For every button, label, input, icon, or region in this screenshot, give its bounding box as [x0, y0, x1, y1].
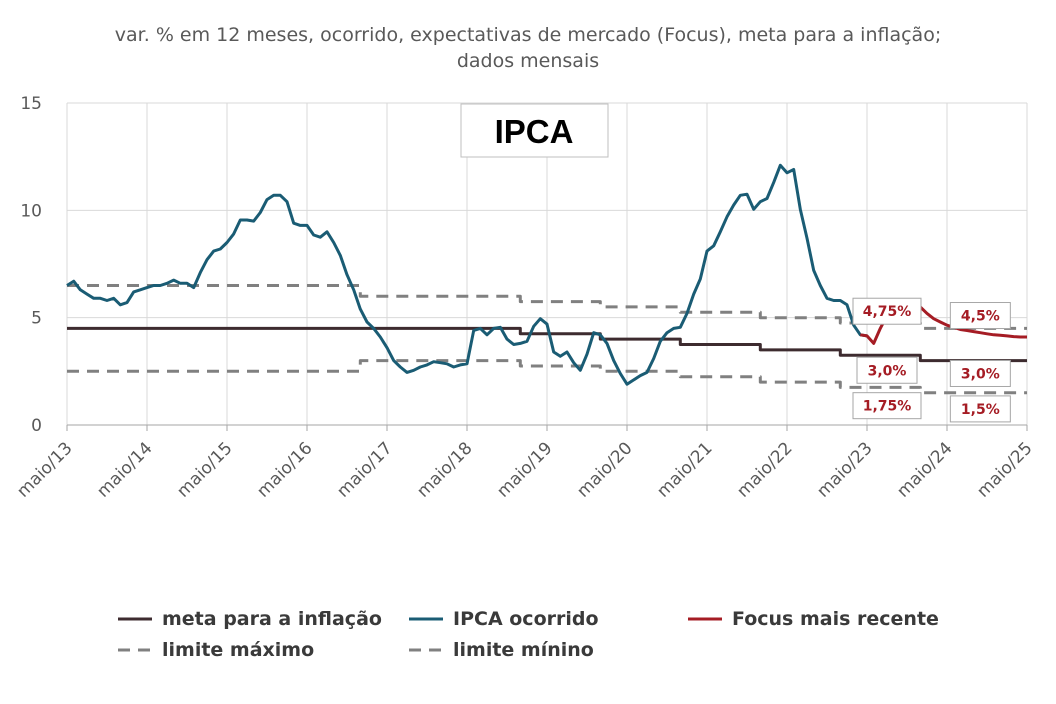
x-tick-label: maio/20	[573, 438, 636, 501]
series-meta	[67, 326, 1027, 363]
series-limite-minimo	[67, 359, 1027, 395]
x-tick-label: maio/18	[413, 438, 476, 501]
y-tick-label: 15	[20, 94, 42, 114]
annotation-box	[949, 302, 1011, 330]
chart-title-box: IPCA	[460, 103, 609, 158]
legend-label-min: limite mínino	[453, 639, 594, 661]
annotation-label: 3,0%	[961, 366, 1000, 382]
legend-item-max: limite máximo	[118, 636, 314, 664]
series-ipca	[66, 163, 868, 386]
x-tick-label: maio/25	[973, 438, 1036, 501]
legend-label-meta: meta para a inflação	[162, 608, 382, 630]
x-tick-label: maio/19	[493, 438, 556, 501]
legend-item-ipca: IPCA ocorrido	[409, 605, 599, 633]
x-tick-label: maio/16	[253, 438, 316, 501]
x-tick-label: maio/24	[893, 438, 956, 501]
annotation-box	[949, 395, 1011, 423]
annotation-box	[856, 356, 918, 384]
legend-swatch-meta	[118, 617, 152, 621]
annotation-label: 4,5%	[961, 309, 1000, 325]
legend-label-max: limite máximo	[162, 639, 315, 661]
annotation-label: 1,5%	[961, 402, 1000, 418]
legend-item-min: limite mínino	[409, 636, 594, 664]
x-tick-label: maio/13	[13, 438, 76, 501]
subtitle-line-2: dados mensais	[456, 50, 600, 72]
x-tick-label: maio/15	[173, 438, 236, 501]
y-tick-label: 10	[20, 201, 42, 221]
chart-subtitle: var. % em 12 meses, ocorrido, expectativ…	[0, 22, 1056, 74]
legend-swatch-ipca	[409, 617, 443, 621]
annotation-label: 1,75%	[863, 399, 912, 415]
annotation-box	[949, 359, 1011, 387]
legend-label-ipca: IPCA ocorrido	[453, 608, 599, 630]
x-tick-label: maio/21	[653, 438, 716, 501]
y-axis-ticks: 0 5 10 15	[20, 94, 42, 436]
x-tick-label: maio/14	[93, 438, 156, 501]
annotation-label: 4,75%	[863, 304, 912, 320]
x-tick-label: maio/17	[333, 438, 396, 501]
legend-item-focus: Focus mais recente	[688, 605, 939, 633]
annotation-box	[852, 392, 922, 420]
chart-legend: meta para a inflação IPCA ocorrido Focus…	[118, 605, 1018, 665]
y-tick-label: 0	[31, 416, 42, 436]
legend-label-focus: Focus mais recente	[732, 608, 939, 630]
y-tick-label: 5	[31, 309, 42, 329]
x-tick-label: maio/23	[813, 438, 876, 501]
annotation-box	[852, 297, 922, 325]
legend-swatch-focus	[688, 617, 722, 621]
legend-swatch-min	[409, 648, 443, 652]
annotation-label: 3,0%	[868, 363, 907, 379]
chart-title: IPCA	[495, 113, 574, 150]
x-tick-label: maio/22	[733, 438, 796, 501]
x-axis: maio/13 maio/14 maio/15 maio/16 maio/17 maio/…	[13, 424, 1037, 502]
legend-item-meta: meta para a inflação	[118, 605, 382, 633]
chart-annotations: 4,75% 4,5% 3,0% 3,0% 1,75% 1,5%	[852, 297, 1011, 423]
subtitle-line-1: var. % em 12 meses, ocorrido, expectativ…	[114, 24, 942, 46]
legend-swatch-max	[118, 648, 152, 652]
